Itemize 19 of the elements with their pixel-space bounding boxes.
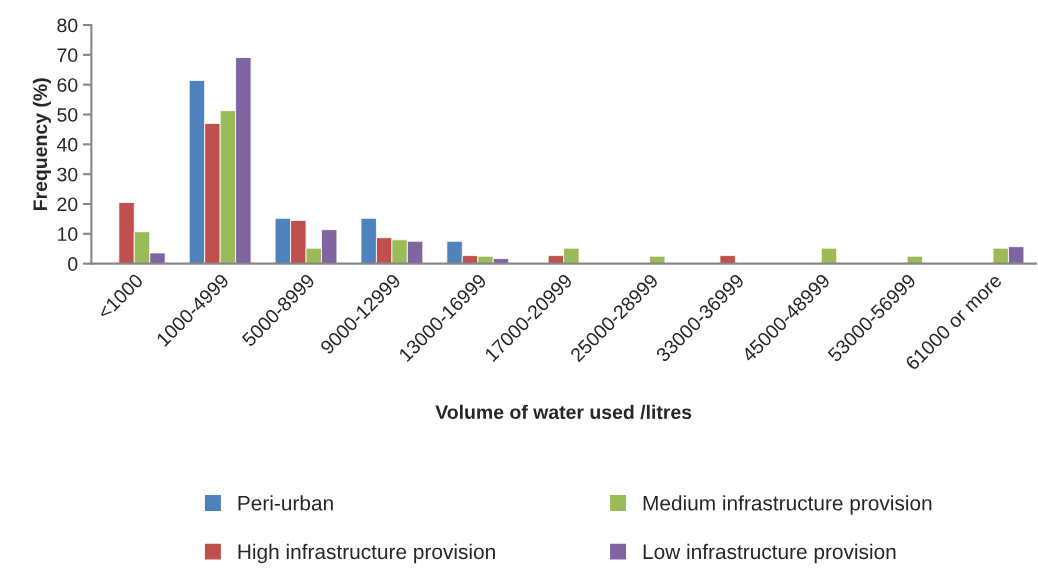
bar (719, 255, 736, 264)
y-axis-title: Frequency (%) (32, 78, 51, 211)
bar (820, 247, 838, 264)
y-tick-label: 50 (57, 107, 78, 122)
x-axis-title: Volume of water used /litres (435, 404, 692, 420)
bar (906, 255, 923, 264)
y-tick-label: 0 (68, 257, 78, 271)
y-tick-label: 80 (57, 18, 78, 33)
y-tick-label: 60 (57, 78, 78, 92)
y-tick-label: 20 (57, 197, 78, 212)
legend-label: High infrastructure provision (238, 543, 495, 564)
legend-label: Medium infrastructure provision (643, 495, 932, 515)
y-tick-label: 30 (57, 167, 78, 182)
bar (649, 255, 666, 264)
legend-label: Low infrastructure provision (643, 543, 896, 564)
y-tick-label: 10 (58, 227, 78, 242)
legend-label: Peri-urban (238, 495, 333, 511)
y-tick-label: 70 (57, 48, 78, 63)
y-tick-label: 40 (56, 137, 78, 152)
